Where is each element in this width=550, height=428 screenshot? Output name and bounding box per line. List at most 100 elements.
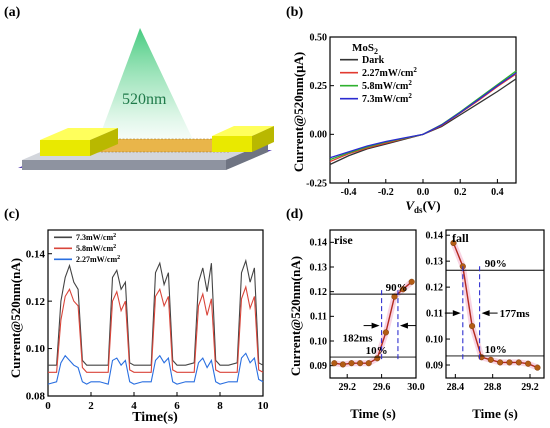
y-tick-label: 0.08: [26, 391, 46, 403]
y-tick-label: 0.11: [426, 308, 443, 319]
d-fall-xlabel: Time (s): [472, 406, 518, 421]
panel-c: (c) Current@520nm(nA) 0 2 4 6 8 10 0.08 0.10 0.1…: [4, 207, 269, 425]
data-point: [469, 323, 476, 330]
x-tick-label: 0.2: [454, 187, 467, 198]
x-tick-label: 0.4: [491, 187, 504, 198]
x-tick-label: -0.2: [378, 187, 394, 198]
c-series-line: [48, 258, 264, 366]
d-fall-plot-frame: [445, 229, 545, 379]
data-point: [515, 359, 522, 366]
data-point: [506, 359, 513, 366]
y-tick-label: 0.50: [310, 32, 328, 43]
c-ylabel: Current@520nm(nA): [8, 258, 23, 378]
d-rise-ticks: 29.2 29.6 30.0 0.09 0.10 0.11 0.12 0.13 0.14: [310, 238, 425, 393]
x-tick-label: 29.2: [521, 382, 539, 393]
c-plot-frame: [47, 229, 264, 397]
b-legend-item-label: 7.3mW/cm2: [362, 92, 412, 105]
wavelength-label: 520nm: [122, 91, 167, 108]
b-series-lines: [329, 70, 517, 166]
b-legend-item-label: 2.27mW/cm2: [362, 66, 417, 79]
data-point: [400, 286, 407, 293]
lower-percent-label: 10%: [366, 345, 388, 357]
x-tick-label: 29.2: [338, 382, 356, 393]
y-tick-label: 0.14: [310, 238, 328, 249]
substrate-side: [22, 160, 226, 170]
upper-percent-label: 90%: [485, 258, 507, 270]
d-rise-title: rise: [334, 233, 353, 247]
c-xlabel: Time(s): [132, 410, 178, 425]
transient-line: [452, 242, 538, 369]
d-fall-title: fall: [452, 231, 469, 245]
x-tick-label: 2: [88, 400, 94, 412]
response-time-label: 182ms: [343, 333, 374, 345]
panel-b: (b) Current@520nm(μA) -0.4 -0.2 0.0 0.2 0.4 -…: [286, 5, 517, 215]
d-fall-ticks: 28.4 28.8 29.2 0.09 0.10 0.11 0.12 0.13 0.14: [426, 231, 539, 393]
arrow-head-left: [452, 310, 461, 317]
panel-d: (d) Current@520nm(nA) 29.2 29.6 30.00.090.…: [286, 207, 545, 421]
data-point: [331, 360, 338, 367]
y-tick-label: 0.25: [310, 81, 328, 92]
c-series-lines: [47, 258, 264, 385]
x-tick-label: 0: [45, 400, 51, 412]
x-tick-label: 0.0: [417, 187, 430, 198]
data-point: [348, 360, 355, 367]
d-rise-plot-frame: [329, 229, 417, 379]
y-tick-label: 0.14: [26, 248, 46, 260]
y-tick-label: 0.11: [310, 312, 327, 323]
data-point: [487, 356, 494, 363]
data-point: [450, 239, 457, 247]
x-tick-label: 4: [131, 400, 137, 412]
light-beam: [96, 28, 196, 146]
b-legend-item-label: Dark: [362, 55, 385, 66]
response-time-label: 177ms: [500, 308, 531, 320]
arrow-head-right: [399, 322, 408, 329]
x-tick-label: 8: [217, 400, 223, 412]
c-series-line: [48, 284, 264, 373]
data-point: [408, 278, 415, 285]
x-tick-label: -0.4: [341, 187, 357, 198]
x-tick-label: 29.6: [373, 382, 391, 393]
d-rise-plot: 90% 10%182ms: [330, 278, 416, 368]
data-point: [525, 360, 532, 367]
b-series-line: [329, 70, 517, 161]
y-tick-label: 0.12: [426, 282, 444, 293]
c-ticks: 0 2 4 6 8 10 0.08 0.10 0.12 0.14: [26, 248, 269, 412]
b-legend-item-label: 5.8mW/cm2: [362, 79, 412, 92]
y-tick-label: 0.09: [426, 360, 444, 371]
data-point: [365, 360, 372, 367]
electrode-left: [40, 128, 118, 156]
c-legend: 7.3mW/cm2 5.8mW/cm2 2.27mW/cm2: [54, 233, 120, 264]
y-tick-label: 0.12: [26, 296, 46, 308]
d-ylabel: Current@520nm(nA): [288, 256, 303, 376]
data-point: [391, 293, 398, 300]
y-tick-label: -0.25: [306, 178, 327, 189]
b-legend-title: MoS2: [352, 42, 378, 56]
x-tick-label: 10: [258, 400, 270, 412]
c-legend-item-label: 5.8mW/cm2: [76, 244, 116, 253]
data-point: [382, 329, 389, 336]
upper-percent-label: 90%: [386, 282, 408, 294]
y-tick-label: 0.10: [26, 343, 46, 355]
d-rise-xlabel: Time (s): [350, 406, 396, 421]
x-tick-label: 28.4: [447, 382, 465, 393]
arrow-head-right: [481, 310, 490, 317]
panel-b-label: (b): [286, 5, 303, 20]
y-tick-label: 0.10: [426, 334, 444, 345]
lower-percent-label: 10%: [485, 344, 507, 356]
d-fall-plot: 90% 10% 177ms: [444, 239, 544, 371]
b-ylabel: Current@520nm(μA): [291, 52, 306, 172]
y-tick-label: 0.12: [310, 287, 328, 298]
y-tick-label: 0.13: [426, 256, 444, 267]
panel-a: (a) 520nm: [4, 5, 274, 170]
y-tick-label: 0.13: [310, 262, 328, 273]
panel-d-label: (d): [286, 207, 303, 222]
b-xlabel: Vds(V): [405, 198, 440, 215]
c-series-line: [47, 352, 264, 385]
electrode-right: [212, 126, 274, 152]
data-point: [357, 360, 364, 367]
arrow-head-left: [371, 322, 380, 329]
transient-line: [334, 281, 413, 366]
c-legend-item-label: 2.27mW/cm2: [76, 255, 120, 264]
b-ticks: -0.4 -0.2 0.0 0.2 0.4 -0.25 0.00 0.25 0.50: [306, 32, 503, 198]
